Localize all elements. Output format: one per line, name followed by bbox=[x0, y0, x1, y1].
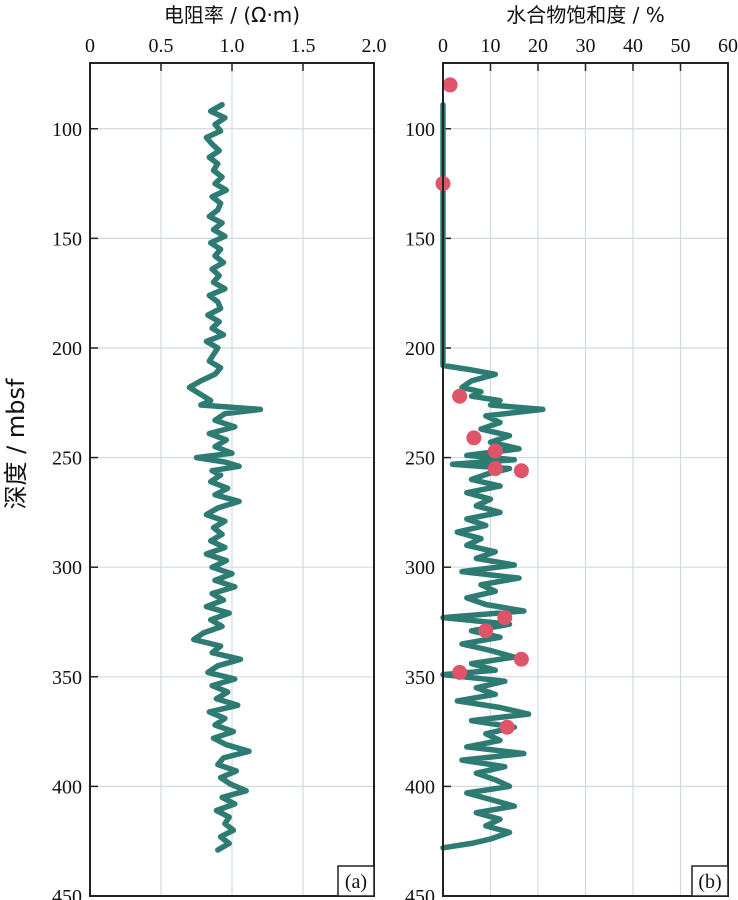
tick-label-y-b-6: 400 bbox=[405, 776, 435, 798]
tick-label-y-a-4: 300 bbox=[52, 557, 82, 579]
plot-frame-b bbox=[442, 62, 729, 897]
panel-tag-a: (a) bbox=[345, 871, 367, 893]
data-point-b-0 bbox=[442, 77, 458, 93]
data-point-b-11 bbox=[499, 719, 515, 735]
tick-label-y-b-4: 300 bbox=[405, 557, 435, 579]
tick-label-y-b-0: 100 bbox=[405, 119, 435, 141]
plot-frame-a bbox=[89, 62, 375, 897]
axis-title-x-b: 水合物饱和度 / % bbox=[506, 3, 664, 27]
depth-axis-label: 深度 / mbsf bbox=[2, 378, 30, 509]
panel-tag-box-b bbox=[691, 865, 729, 897]
tick-label-y-b-3: 250 bbox=[405, 448, 435, 470]
tick-label-y-a-1: 150 bbox=[52, 228, 82, 250]
data-point-b-10 bbox=[452, 664, 468, 680]
axis-title-x-a: 电阻率 / (Ω·m) bbox=[164, 3, 300, 27]
tick-label-x-b-3: 30 bbox=[576, 35, 596, 57]
tick-label-x-b-1: 10 bbox=[481, 35, 501, 57]
tick-label-x-b-4: 40 bbox=[623, 35, 643, 57]
data-point-b-5 bbox=[487, 461, 503, 477]
data-point-b-6 bbox=[513, 463, 529, 479]
tick-label-x-a-2: 1.0 bbox=[220, 35, 245, 57]
series-line-b bbox=[440, 101, 546, 851]
panel-b-hydrate-saturation: 0 10 20 30 40 50 60 100 150 200 250 300 350 400 450 水合物… bbox=[405, 3, 738, 900]
tick-label-x-a-4: 2.0 bbox=[362, 35, 387, 57]
tick-label-y-a-2: 200 bbox=[52, 338, 82, 360]
tick-label-x-b-0: 0 bbox=[438, 35, 448, 57]
data-point-b-7 bbox=[497, 610, 513, 626]
tick-label-y-a-7: 450 bbox=[52, 886, 82, 900]
tick-label-y-a-3: 250 bbox=[52, 448, 82, 470]
panel-a-resistivity: 0 0.5 1.0 1.5 2.0 100 150 200 250 300 350 400 450 电阻率… bbox=[52, 3, 387, 900]
panel-tag-box-a bbox=[337, 865, 375, 897]
tick-label-y-b-5: 350 bbox=[405, 667, 435, 689]
tick-label-y-b-2: 200 bbox=[405, 338, 435, 360]
data-point-b-3 bbox=[466, 430, 482, 446]
tick-label-y-a-6: 400 bbox=[52, 776, 82, 798]
tick-label-x-b-5: 50 bbox=[671, 35, 691, 57]
data-point-b-2 bbox=[452, 388, 468, 404]
tick-label-x-b-6: 60 bbox=[718, 35, 738, 57]
tick-label-y-a-5: 350 bbox=[52, 667, 82, 689]
tick-label-y-a-0: 100 bbox=[52, 119, 82, 141]
tick-label-x-a-3: 1.5 bbox=[291, 35, 316, 57]
tick-label-y-b-1: 150 bbox=[405, 228, 435, 250]
panel-tag-b: (b) bbox=[698, 871, 721, 893]
data-point-b-8 bbox=[478, 623, 494, 639]
data-point-b-4 bbox=[487, 443, 503, 459]
data-point-b-9 bbox=[513, 651, 529, 667]
tick-label-y-b-7: 450 bbox=[405, 886, 435, 900]
tick-label-x-b-2: 20 bbox=[528, 35, 548, 57]
tick-label-x-a-1: 0.5 bbox=[149, 35, 174, 57]
tick-label-x-a-0: 0 bbox=[85, 35, 95, 57]
series-line-a bbox=[186, 101, 264, 853]
